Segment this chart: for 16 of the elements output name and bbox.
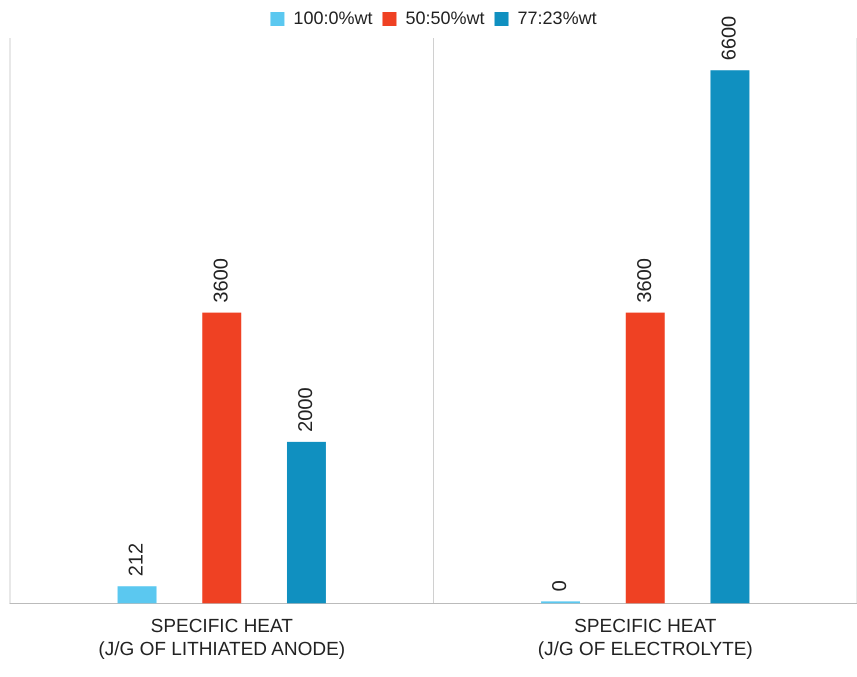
bar	[286, 442, 326, 604]
bar	[626, 312, 665, 604]
x-tick-label: SPECIFIC HEAT (J/G OF LITHIATED ANODE)	[98, 616, 346, 660]
legend-label: 50:50%wt	[405, 8, 485, 28]
bar	[202, 312, 242, 604]
bar	[118, 586, 157, 604]
bar	[710, 70, 750, 604]
data-label: 3600	[634, 258, 656, 303]
data-label: 2000	[294, 387, 317, 432]
data-label: 0	[549, 580, 572, 592]
data-label: 212	[126, 542, 148, 576]
legend-label: 100:0%wt	[293, 8, 372, 28]
legend-label: 77:23%wt	[518, 8, 597, 28]
data-label: 6600	[718, 16, 740, 60]
data-label: 3600	[210, 258, 232, 303]
x-tick-label: SPECIFIC HEAT (J/G OF ELECTROLYTE)	[538, 616, 753, 660]
